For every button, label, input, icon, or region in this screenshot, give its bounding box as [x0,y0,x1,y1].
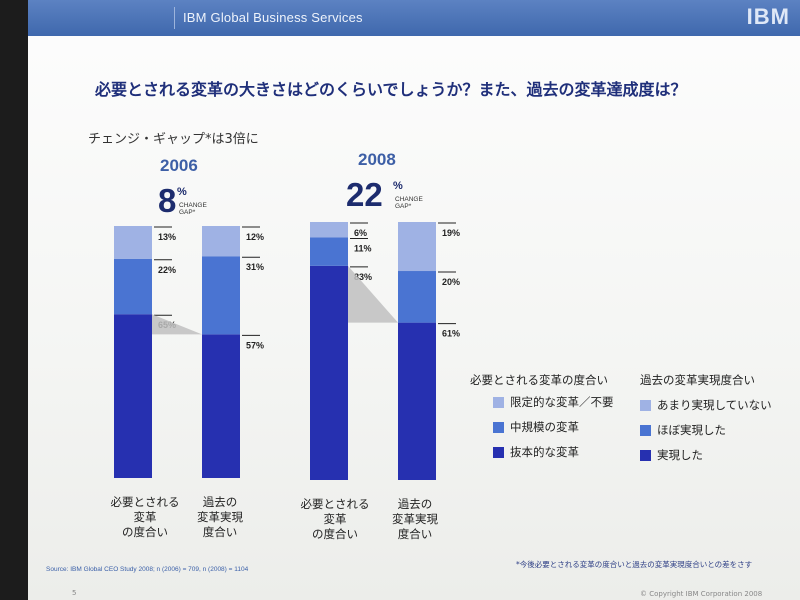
category-label-2006-achieved: 過去の 変革実現 度合い [197,495,243,539]
legend-swatch-dark [640,449,651,461]
gap-2006-value: 8 [158,182,177,219]
legend-swatch-dark [493,446,504,458]
legend-title-achieved: 過去の変革実現度合い [640,373,755,387]
bar-2008-achieved-segment-top [398,222,436,272]
bar-2008-achieved-segment-middle [398,271,436,323]
bar-2006-required-segment-middle [114,258,152,315]
data-label-2008-3-1: 20% [442,277,460,287]
bar-2006-achieved-segment-top [202,226,240,257]
data-label-2006-1-0: 57% [246,340,264,350]
legend-item-achieved: 実現した [640,447,703,463]
bar-2008-achieved-segment-bottom [398,322,436,480]
data-label-2008-3-0: 61% [442,329,460,339]
slide-headline: 必要とされる変革の大きさはどのくらいでしょうか？また、過去の変革達成度は？ [95,80,687,99]
legend-swatch-medium [640,424,651,436]
page-number: 5 [72,589,77,597]
bar-2006-achieved-segment-bottom [202,334,240,478]
data-label-2006-1-1: 31% [246,262,264,272]
legend-item-substantial-change: 抜本的な変革 [493,444,579,460]
category-label-2006-required: 必要とされる 変革 の度合い [110,495,180,539]
bar-2006-required-segment-top [114,226,152,259]
data-label-2006-0-1: 22% [158,265,176,275]
bar-2008-required-segment-middle [310,237,348,266]
data-label-2006-0-2: 13% [158,232,176,242]
header-separator [174,7,175,29]
gap-2006-unit: % [177,186,187,198]
header-banner: IBM Global Business Services IBM [28,0,800,36]
legend-swatch-light [640,399,651,411]
gap-2008-value: 22 [346,176,383,213]
category-label-2008-required: 必要とされる 変革 の度合い [300,497,370,541]
legend-item-partly-achieved: ほぼ実現した [640,422,726,438]
legend-title-required: 必要とされる変革の度合い [470,373,608,387]
legend-swatch-medium [493,421,504,433]
chart-subtitle: チェンジ・ギャップ*は3倍に [88,132,259,147]
bar-2006-required-segment-bottom [114,314,152,478]
bar-2006-achieved-segment-middle [202,256,240,335]
header-title: IBM Global Business Services [183,10,363,25]
legend-item-not-achieved: あまり実現していない [640,397,772,413]
gap-2006-caption: CHANGE GAP* [179,202,207,216]
ibm-logo: IBM [746,4,790,29]
legend-item-moderate-change: 中規模の変革 [493,419,579,435]
footnote: *今後必要とされる変革の度合いと過去の変革実現度合いとの差をさす [516,560,753,569]
gap-2008-unit: % [393,180,403,192]
bar-2008-required-segment-top [310,222,348,238]
change-gap-wedge-2008 [348,265,398,323]
data-label-2006-1-2: 12% [246,232,264,242]
data-label-2008-2-2: 6% [354,228,367,238]
gap-2008-caption: CHANGE GAP* [395,196,423,210]
legend-swatch-light [493,396,504,408]
year-2006-label: 2006 [160,156,198,175]
data-label-2008-2-1: 11% [354,243,372,253]
source-note: Source: IBM Global CEO Study 2008; n (20… [46,566,249,573]
data-label-2008-2-0: 83% [354,272,372,282]
copyright-notice: © Copyright IBM Corporation 2008 [640,590,763,598]
bar-2008-required-segment-bottom [310,265,348,480]
data-label-2008-3-2: 19% [442,228,460,238]
category-label-2008-achieved: 過去の 変革実現 度合い [392,497,438,541]
year-2008-label: 2008 [358,150,396,169]
legend-item-limited-change: 限定的な変革／不要 [493,394,614,410]
change-gap-wedge-2006 [152,314,202,335]
